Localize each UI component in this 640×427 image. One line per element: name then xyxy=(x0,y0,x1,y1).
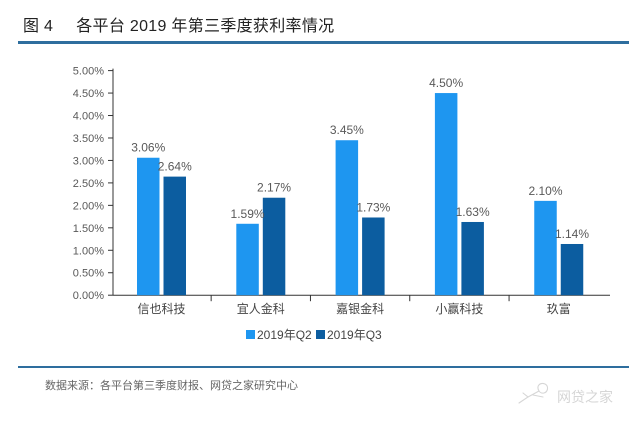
svg-text:网贷之家: 网贷之家 xyxy=(557,389,613,405)
svg-text:4.50%: 4.50% xyxy=(429,76,463,90)
svg-text:小赢科技: 小赢科技 xyxy=(435,301,483,316)
svg-text:1.59%: 1.59% xyxy=(231,207,265,221)
svg-text:4.50%: 4.50% xyxy=(73,88,104,100)
svg-text:2.10%: 2.10% xyxy=(528,184,562,198)
svg-text:5.00%: 5.00% xyxy=(73,66,104,78)
svg-text:4.00%: 4.00% xyxy=(73,111,104,123)
svg-text:0.00%: 0.00% xyxy=(73,290,104,302)
svg-text:1.50%: 1.50% xyxy=(73,223,104,235)
svg-text:0.50%: 0.50% xyxy=(73,268,104,280)
svg-text:3.50%: 3.50% xyxy=(73,133,104,145)
svg-text:数据来源：各平台第三季度财报、网贷之家研究中心: 数据来源：各平台第三季度财报、网贷之家研究中心 xyxy=(45,378,298,392)
svg-text:2.17%: 2.17% xyxy=(257,181,291,195)
svg-text:2019年Q3: 2019年Q3 xyxy=(327,328,382,342)
svg-text:2019年Q2: 2019年Q2 xyxy=(257,328,312,342)
svg-text:1.73%: 1.73% xyxy=(356,200,390,214)
svg-text:2.64%: 2.64% xyxy=(158,160,192,174)
svg-text:3.45%: 3.45% xyxy=(330,123,364,137)
svg-text:3.06%: 3.06% xyxy=(131,141,165,155)
svg-text:1.00%: 1.00% xyxy=(73,245,104,257)
svg-text:玖富: 玖富 xyxy=(547,301,571,316)
svg-text:3.00%: 3.00% xyxy=(73,155,104,167)
svg-text:宜人金科: 宜人金科 xyxy=(237,301,285,316)
svg-text:1.63%: 1.63% xyxy=(456,205,490,219)
svg-text:2.00%: 2.00% xyxy=(73,200,104,212)
svg-text:2.50%: 2.50% xyxy=(73,178,104,190)
svg-text:嘉银金科: 嘉银金科 xyxy=(336,301,384,316)
svg-text:信也科技: 信也科技 xyxy=(137,302,185,316)
svg-text:1.14%: 1.14% xyxy=(555,227,589,241)
